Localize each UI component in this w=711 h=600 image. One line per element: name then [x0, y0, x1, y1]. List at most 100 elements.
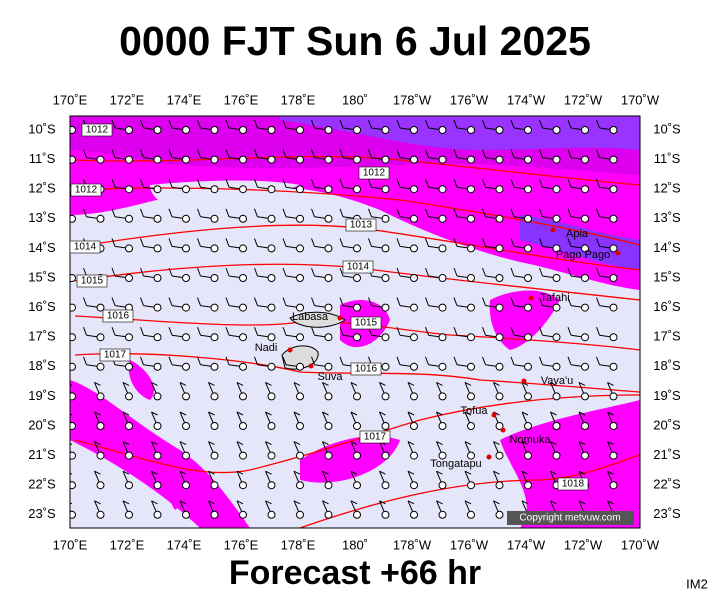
barb-flag: [179, 441, 187, 446]
barb-station: [524, 303, 532, 312]
barb-flag: [482, 356, 486, 365]
barb-flag: [425, 119, 429, 129]
barb-station: [353, 303, 361, 312]
wind-barb: [322, 381, 333, 401]
barb-flag: [151, 441, 158, 446]
barb-station: [153, 214, 162, 223]
barb-flag: [322, 441, 329, 446]
barb-station: [182, 510, 190, 519]
barb-station: [438, 510, 447, 519]
barb-station: [467, 333, 475, 342]
lon-label: 172˚E: [110, 92, 145, 107]
wind-barb: [539, 149, 561, 164]
barb-station: [467, 451, 475, 460]
barb-station: [581, 362, 589, 371]
barb-flag: [322, 500, 329, 505]
wind-barb: [368, 149, 390, 164]
barb-flag: [122, 381, 130, 386]
barb-flag: [379, 381, 386, 386]
barb-flag: [436, 441, 443, 446]
barb-station: [125, 274, 133, 282]
place-marker: [287, 347, 293, 353]
barb-station: [182, 214, 190, 223]
wind-barb: [111, 297, 133, 312]
barb-flag: [510, 238, 515, 247]
barb-flag: [254, 297, 258, 306]
barb-station: [239, 451, 247, 460]
lat-label: 20˚S: [653, 417, 681, 432]
isobar-label: 1015: [81, 276, 104, 287]
barb-station: [609, 185, 618, 194]
wind-barb: [311, 208, 333, 223]
wind-barb: [578, 411, 589, 430]
barb-flag: [151, 470, 158, 475]
wind-barb: [94, 381, 105, 401]
barb-flag: [567, 356, 572, 365]
wind-barb: [482, 179, 504, 194]
wind-barb: [550, 381, 561, 401]
lat-label: 23˚S: [28, 506, 56, 521]
barb-station: [324, 392, 333, 401]
barb-flag: [282, 208, 287, 217]
barb-station: [381, 126, 390, 134]
wind-barb: [339, 119, 361, 134]
barb-flag: [596, 297, 600, 306]
barb-flag: [453, 149, 458, 158]
barb-station: [381, 510, 390, 519]
barb-flag: [482, 179, 486, 188]
wind-barb: [179, 470, 190, 490]
wind-barb: [396, 149, 418, 164]
wind-barb: [539, 179, 561, 194]
barb-station: [467, 303, 475, 312]
barb-flag: [70, 383, 73, 386]
wind-barb: [197, 297, 219, 312]
wind-barb: [168, 267, 190, 282]
barb-station: [467, 422, 475, 430]
barb-station: [239, 392, 247, 401]
barb-flag: [482, 327, 486, 336]
wind-barb: [425, 119, 447, 134]
wind-barb: [311, 356, 333, 371]
wind-barb: [282, 179, 304, 194]
barb-flag: [350, 381, 358, 386]
wind-barb: [567, 208, 589, 223]
barb-station: [467, 392, 475, 401]
wind-barb: [482, 119, 504, 134]
barb-station: [125, 244, 133, 253]
isobar-label: 1015: [355, 318, 378, 329]
barb-station: [153, 333, 162, 342]
wind-barb: [70, 502, 76, 519]
wind-barb: [482, 238, 504, 253]
wind-barb: [282, 208, 304, 223]
wind-barb: [350, 500, 361, 519]
barb-flag: [596, 179, 600, 188]
wind-barb: [122, 470, 133, 490]
barb-station: [353, 451, 361, 460]
wind-barb: [293, 470, 304, 490]
wind-barb: [282, 119, 304, 134]
barb-station: [524, 451, 532, 460]
barb-flag: [111, 327, 116, 336]
wind-barb: [197, 208, 219, 223]
barb-station: [410, 422, 418, 430]
wind-barb: [464, 470, 475, 490]
lon-label: 180˚: [342, 92, 368, 107]
barb-flag: [111, 149, 116, 158]
barb-station: [296, 185, 304, 194]
barb-station: [182, 451, 190, 460]
barb-flag: [550, 411, 557, 416]
wind-barb: [70, 303, 76, 312]
barb-flag: [464, 470, 472, 475]
barb-station: [581, 451, 589, 460]
place-marker: [486, 454, 492, 460]
rain-area: [500, 400, 640, 528]
wind-barb: [311, 327, 333, 342]
barb-station: [353, 185, 361, 194]
barb-flag: [339, 267, 344, 277]
wind-barb: [265, 500, 276, 519]
isobar-label-box: [345, 218, 377, 232]
barb-station: [70, 155, 76, 164]
barb-flag: [539, 208, 543, 217]
barb-station: [381, 244, 390, 253]
barb-flag: [265, 470, 272, 475]
